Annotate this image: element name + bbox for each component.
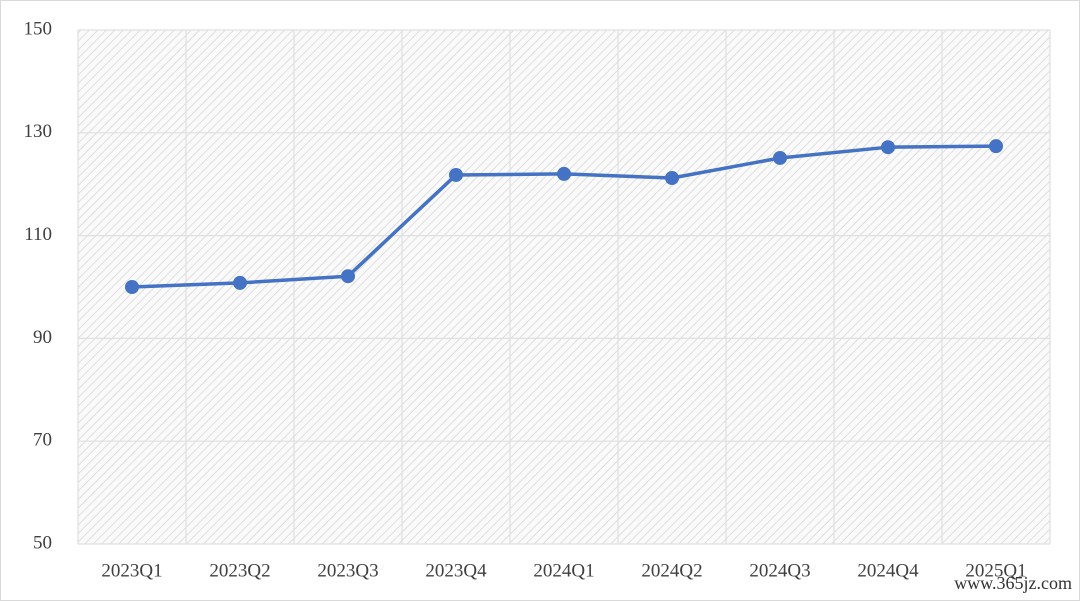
y-tick-label: 90 — [33, 327, 52, 348]
point — [125, 280, 139, 294]
y-tick-label: 130 — [24, 121, 53, 142]
x-tick-label: 2023Q3 — [317, 560, 378, 581]
y-tick-label: 110 — [24, 224, 52, 245]
point — [665, 171, 679, 186]
point — [341, 269, 355, 284]
x-tick-label: 2025Q1 — [965, 560, 1026, 581]
point — [989, 139, 1003, 154]
y-tick-label: 50 — [33, 532, 52, 553]
point — [233, 275, 247, 290]
point — [881, 140, 895, 155]
x-tick-label: 2023Q2 — [209, 560, 270, 581]
plot-area — [78, 30, 1050, 544]
x-tick-label: 2024Q2 — [641, 560, 702, 581]
point — [557, 166, 571, 181]
y-tick-label: 70 — [33, 430, 52, 451]
point — [449, 167, 463, 182]
y-tick-label: 150 — [24, 18, 53, 39]
point — [773, 150, 787, 165]
x-tick-label: 2024Q4 — [857, 560, 919, 581]
x-tick-label: 2023Q4 — [425, 560, 487, 581]
x-tick-label: 2024Q3 — [749, 560, 810, 581]
watermark: www.365jz.com — [954, 573, 1072, 593]
x-tick-label: 2023Q1 — [101, 560, 162, 581]
x-tick-label: 2024Q1 — [533, 560, 594, 581]
